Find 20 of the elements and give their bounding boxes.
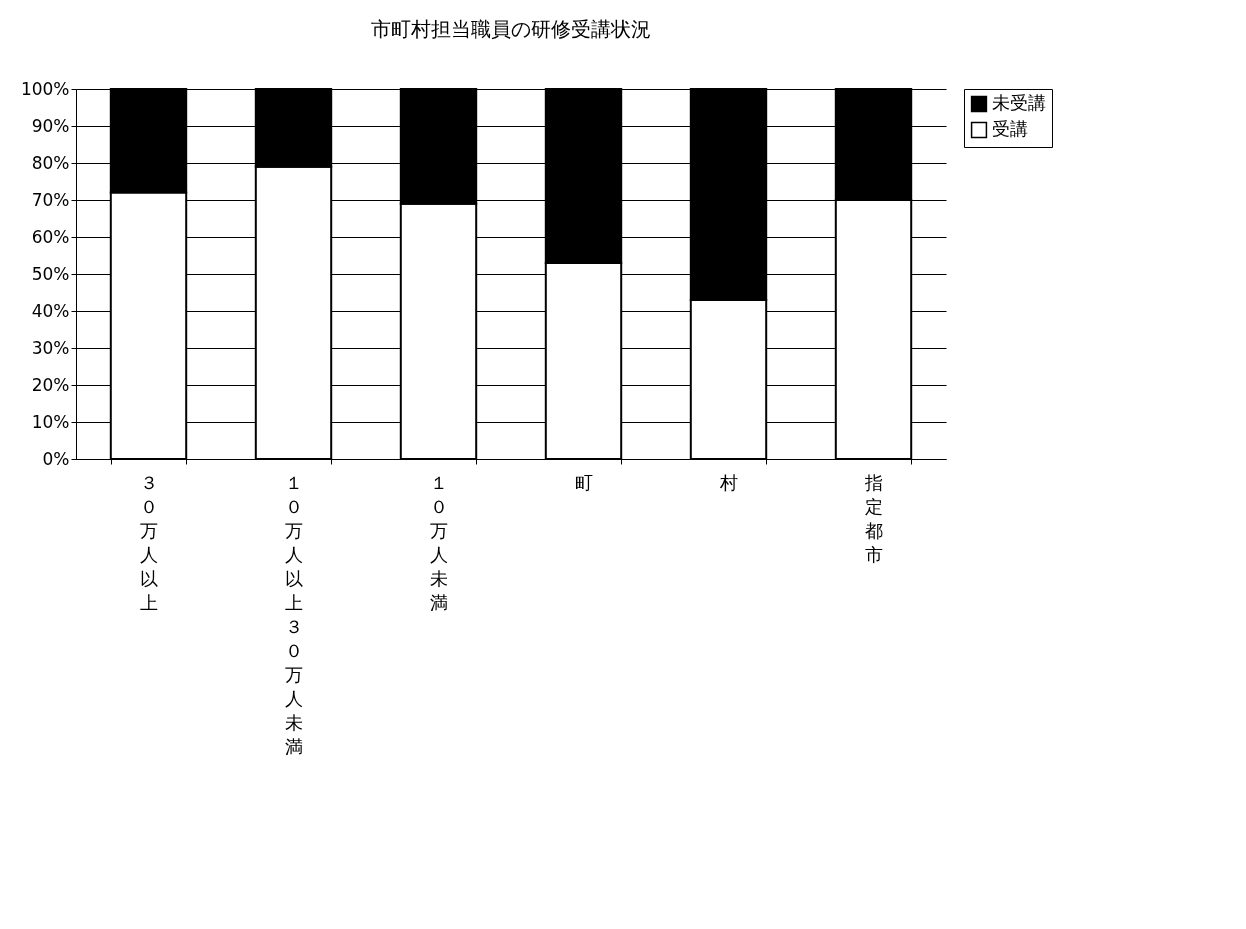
y-tick-label: 20% [31, 374, 70, 395]
y-tick-label: 40% [31, 300, 70, 321]
x-tick-label: ３０万人以上 [140, 471, 158, 613]
legend-label: 未受講 [992, 92, 1046, 113]
y-tick-label: 0% [42, 448, 70, 469]
y-tick-label: 90% [31, 115, 70, 136]
y-tick-label: 70% [31, 189, 70, 210]
category-label: １０万人以上３０万人未満 [285, 471, 303, 757]
x-tick-label: １０万人未満 [430, 471, 448, 613]
x-tick-label: 村 [719, 471, 738, 493]
x-tick-label: 町 [575, 471, 593, 493]
y-tick-label: 30% [31, 337, 70, 358]
y-tick-label: 100% [20, 78, 70, 99]
y-tick-label: 10% [31, 411, 70, 432]
legend-label: 受講 [992, 118, 1028, 139]
x-tick-label: 指定都市 [864, 471, 883, 565]
y-tick-label: 60% [31, 226, 70, 247]
y-tick-label: 50% [31, 263, 70, 284]
chart-title: 市町村担当職員の研修受講状況 [371, 17, 651, 41]
y-tick-label: 80% [31, 152, 70, 173]
